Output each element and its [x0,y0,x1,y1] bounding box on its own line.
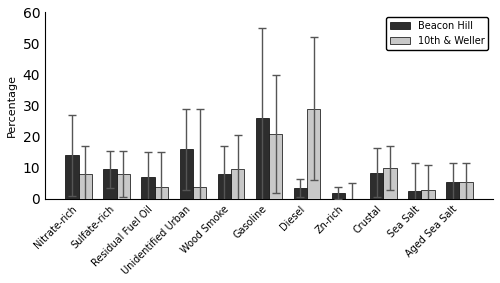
Bar [294,188,307,199]
Bar [269,134,282,199]
Bar [116,174,130,199]
Bar [332,193,345,199]
Bar [193,186,206,199]
Bar [383,168,396,199]
Bar [142,177,155,199]
Bar [180,149,193,199]
Bar [422,190,434,199]
Bar [460,182,472,199]
Bar [231,170,244,199]
Bar [307,109,320,199]
Bar [408,191,422,199]
Bar [155,186,168,199]
Y-axis label: Percentage: Percentage [7,74,17,137]
Bar [66,155,78,199]
Bar [104,170,117,199]
Bar [78,174,92,199]
Bar [218,174,231,199]
Bar [256,118,269,199]
Bar [446,182,460,199]
Legend: Beacon Hill, 10th & Weller: Beacon Hill, 10th & Weller [386,17,488,50]
Bar [370,173,383,199]
